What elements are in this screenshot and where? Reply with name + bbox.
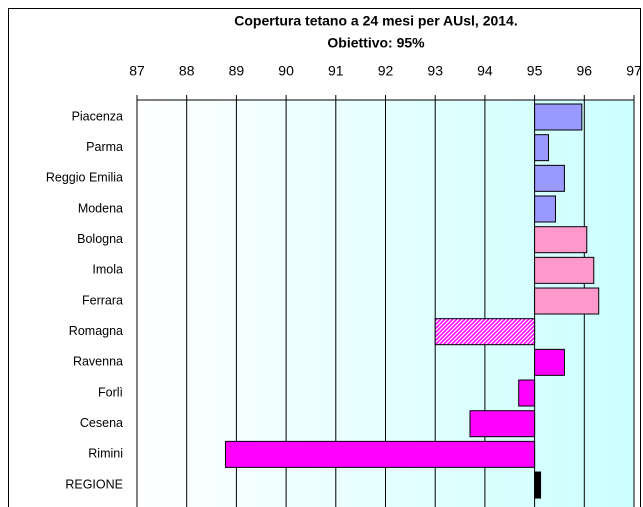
y-tick-label: Rimini <box>88 447 123 461</box>
y-tick-label: Parma <box>86 140 123 154</box>
x-tick-label: 96 <box>577 63 593 79</box>
bar <box>224 440 536 468</box>
bar <box>469 410 536 438</box>
y-tick-label: Cesena <box>80 416 123 430</box>
y-tick-label: Romagna <box>69 324 123 338</box>
bar <box>518 379 536 407</box>
bar <box>534 103 583 131</box>
y-tick-label: Ravenna <box>73 355 123 369</box>
chart-subtitle: Obiettivo: 95% <box>327 35 425 51</box>
y-tick-label: Forlì <box>98 385 123 399</box>
y-tick-label: Modena <box>78 201 123 215</box>
x-tick-label: 91 <box>328 63 344 79</box>
y-tick-label: Imola <box>92 263 123 277</box>
x-tick-label: 87 <box>129 63 145 79</box>
x-tick-label: 95 <box>527 63 543 79</box>
x-tick-label: 94 <box>477 63 493 79</box>
x-tick-label: 88 <box>179 63 195 79</box>
y-tick-label: Bologna <box>77 232 123 246</box>
y-tick-label: REGIONE <box>65 477 123 491</box>
bar <box>534 164 565 192</box>
chart-title: Copertura tetano a 24 mesi per AUsl, 201… <box>234 13 517 29</box>
bar <box>534 287 600 315</box>
bar <box>534 134 550 162</box>
x-tick-label: 93 <box>427 63 443 79</box>
x-tick-label: 97 <box>626 63 642 79</box>
bar <box>534 226 588 254</box>
y-tick-label: Ferrara <box>82 293 123 307</box>
x-tick-label: 90 <box>278 63 294 79</box>
x-tick-label: 89 <box>229 63 245 79</box>
bar <box>534 256 595 284</box>
bar <box>534 348 565 376</box>
y-tick-label: Piacenza <box>72 109 123 123</box>
bar <box>434 318 536 346</box>
bar <box>534 471 542 499</box>
y-tick-label: Reggio Emilia <box>46 171 123 185</box>
bar <box>534 195 556 223</box>
x-tick-label: 92 <box>378 63 394 79</box>
